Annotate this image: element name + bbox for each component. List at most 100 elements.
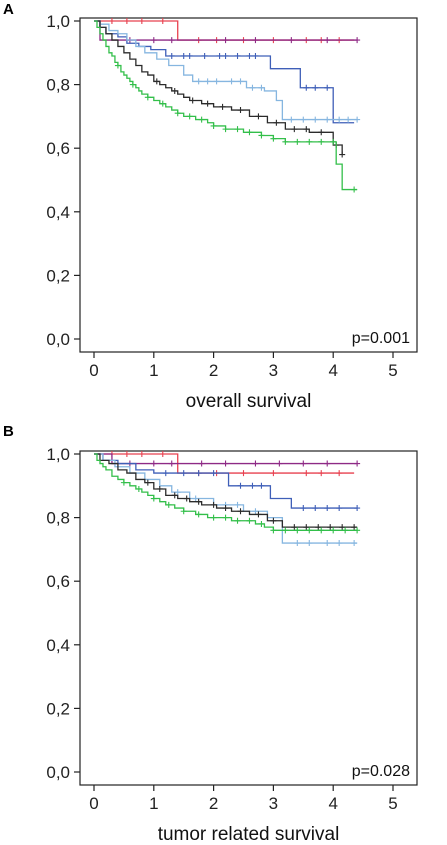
censor-mark-1 [318,470,325,477]
censor-mark-5 [339,524,346,531]
censor-mark-4 [312,116,319,123]
censor-mark-6 [282,527,289,534]
survival-curve-4 [94,453,358,544]
censor-mark-6 [114,62,121,69]
censor-mark-1 [336,470,343,477]
censor-mark-4 [351,540,358,547]
censor-mark-5 [255,113,262,120]
censor-mark-5 [171,492,178,499]
censor-mark-4 [324,116,331,123]
censor-mark-4 [294,540,301,547]
censor-mark-4 [300,116,307,123]
y-tick-label: 0,6 [46,139,70,158]
censor-mark-3 [162,470,169,477]
censor-mark-2 [150,460,157,467]
censor-mark-5 [303,524,310,531]
censor-mark-6 [330,138,337,145]
censor-mark-1 [138,451,145,457]
censor-mark-4 [345,116,352,123]
censor-mark-5 [237,508,244,515]
censor-mark-2 [252,460,259,467]
y-tick-label: 1,0 [46,445,70,464]
x-axis-label: tumor related survival [158,824,340,845]
censor-mark-5 [183,495,190,502]
censor-mark-2 [150,37,157,44]
censor-mark-3 [180,52,187,59]
censor-mark-6 [258,520,265,527]
y-tick-label: 0,0 [46,330,70,349]
censor-mark-3 [246,52,253,59]
censor-mark-1 [123,451,130,457]
censor-mark-1 [159,18,166,24]
x-tick-label: 5 [388,794,397,813]
censor-mark-4 [192,495,199,502]
censor-mark-3 [252,52,259,59]
censor-mark-6 [246,517,253,524]
censor-mark-5 [291,524,298,531]
censor-mark-2 [198,460,205,467]
censor-mark-6 [270,527,277,534]
censor-mark-5 [195,498,202,505]
censor-mark-1 [138,18,145,24]
x-tick-label: 3 [269,361,278,380]
censor-mark-5 [270,517,277,524]
plot-frame [79,17,418,353]
censor-mark-6 [210,122,217,129]
censor-mark-5 [315,524,322,531]
censor-mark-6 [234,126,241,133]
censor-mark-3 [300,505,307,512]
censor-mark-3 [222,52,229,59]
censor-mark-3 [303,84,310,91]
censor-mark-3 [186,52,193,59]
censor-mark-6 [246,129,253,136]
y-tick-label: 0,8 [46,509,70,528]
censor-mark-4 [249,84,256,91]
panel-b: B 0,0 0,2 0,4 0,6 0,8 1,0 0 1 2 3 4 5 tumor related … [3,423,418,845]
y-tick-label: 0,2 [46,266,70,285]
censor-mark-4 [234,501,241,508]
censor-mark-3 [216,52,223,59]
x-tick-label: 2 [209,794,218,813]
censor-mark-5 [327,524,334,531]
panel-letter-a: A [3,1,14,18]
censor-mark-6 [120,479,127,486]
x-tick-label: 1 [149,794,158,813]
censor-mark-6 [165,501,172,508]
censor-mark-2 [354,460,361,467]
censor-mark-3 [234,52,241,59]
censor-mark-2 [276,460,283,467]
censor-mark-4 [174,489,181,496]
censor-mark-5 [318,129,325,136]
x-tick-label: 4 [328,361,337,380]
censor-mark-4 [336,116,343,123]
censor-mark-2 [252,37,259,44]
censor-mark-3 [210,470,217,477]
censor-mark-2 [168,460,175,467]
censor-mark-2 [168,37,175,44]
censor-mark-5 [210,501,217,508]
censor-mark-6 [174,110,181,117]
y-tick-label: 0,4 [46,636,70,655]
p-value-annotation: p=0.028 [352,763,410,780]
censor-mark-5 [237,107,244,114]
censor-mark-2 [324,37,331,44]
censor-mark-5 [219,103,226,110]
censor-mark-5 [153,78,160,85]
censor-mark-6 [306,138,313,145]
censor-mark-5 [351,524,358,531]
censor-mark-3 [249,482,256,489]
censor-mark-3 [324,505,331,512]
survival-curve-5 [94,20,343,155]
censor-mark-1 [240,470,247,477]
censor-mark-6 [318,138,325,145]
x-axis-label: overall survival [186,391,312,412]
censor-mark-2 [300,460,307,467]
censor-mark-6 [354,527,361,534]
y-tick-label: 0,6 [46,572,70,591]
censor-mark-6 [294,138,301,145]
censor-mark-6 [318,527,325,534]
censor-mark-6 [306,527,313,534]
censor-mark-5 [291,126,298,133]
censor-mark-3 [324,84,331,91]
